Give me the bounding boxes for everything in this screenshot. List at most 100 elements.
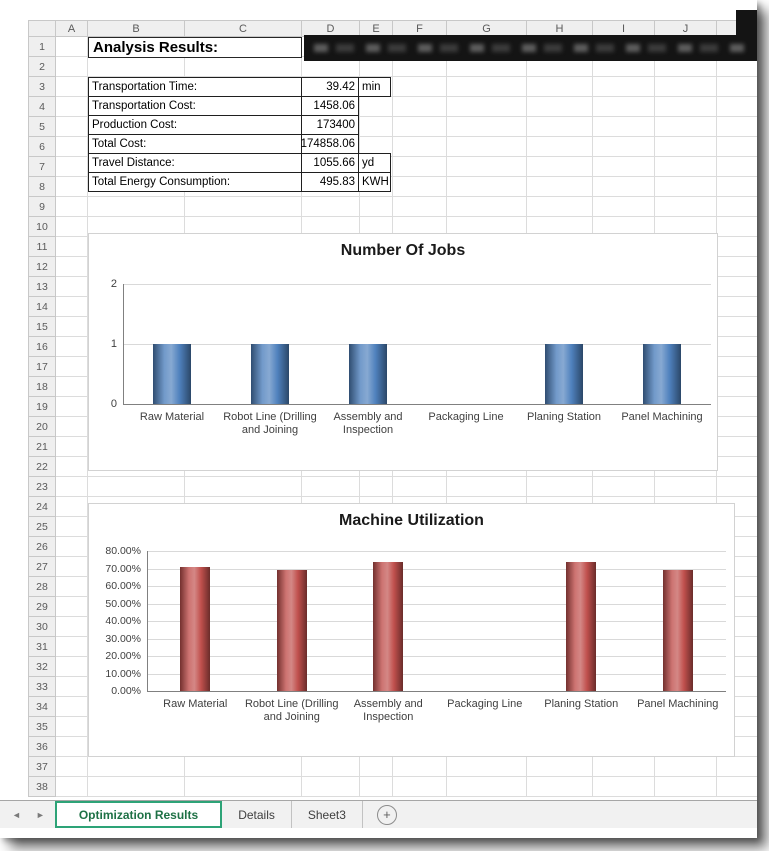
result-value-cell[interactable]: 1458.06 xyxy=(301,96,359,116)
row-header-18[interactable]: 18 xyxy=(28,377,56,397)
y-axis-tick-label: 10.00% xyxy=(105,667,141,680)
bar-planing-station xyxy=(566,561,597,691)
redacted-filepath xyxy=(304,35,757,61)
category-label: Planing Station xyxy=(527,411,601,423)
row-header-19[interactable]: 19 xyxy=(28,397,56,417)
category-label: Packaging Line xyxy=(428,411,504,423)
row-header-7[interactable]: 7 xyxy=(28,157,56,177)
row-header-32[interactable]: 32 xyxy=(28,657,56,677)
row-header-31[interactable]: 31 xyxy=(28,637,56,657)
result-unit-cell[interactable]: yd xyxy=(358,153,391,173)
column-header-C[interactable]: C xyxy=(185,20,302,37)
row-header-6[interactable]: 6 xyxy=(28,137,56,157)
result-unit-cell[interactable] xyxy=(358,134,391,154)
bar-planing-station xyxy=(545,344,583,404)
row-header-16[interactable]: 16 xyxy=(28,337,56,357)
y-axis-tick-label: 1 xyxy=(110,338,117,350)
y-gridline xyxy=(147,603,726,605)
bar-panel-machining xyxy=(662,570,693,691)
row-header-1[interactable]: 1 xyxy=(28,37,56,57)
row-header-8[interactable]: 8 xyxy=(28,177,56,197)
y-axis-tick-label: 80.00% xyxy=(105,545,141,557)
result-value-cell[interactable]: 174858.06 xyxy=(301,134,359,154)
result-label-cell[interactable]: Total Energy Consumption: xyxy=(88,172,302,192)
table-row: Total Cost: 174858.06 xyxy=(88,134,391,154)
row-header-36[interactable]: 36 xyxy=(28,737,56,757)
row-header-37[interactable]: 37 xyxy=(28,757,56,777)
tab-details[interactable]: Details xyxy=(222,801,292,828)
chart-machine-utilization[interactable]: Machine Utilization 0.00% 10.00% 20.00% 30.0… xyxy=(88,503,735,757)
y-axis-line xyxy=(123,284,124,404)
y-axis-tick-label: 0 xyxy=(110,398,117,410)
row-header-9[interactable]: 9 xyxy=(28,197,56,217)
row-header-27[interactable]: 27 xyxy=(28,557,56,577)
row-header-21[interactable]: 21 xyxy=(28,437,56,457)
result-label-cell[interactable]: Transportation Cost: xyxy=(88,96,302,116)
bar-raw-material xyxy=(180,566,211,691)
category-label: Assembly and Inspection xyxy=(333,411,403,436)
row-header-20[interactable]: 20 xyxy=(28,417,56,437)
result-unit-cell[interactable] xyxy=(358,115,391,135)
results-table: Transportation Time: 39.42 min Transport… xyxy=(88,77,391,192)
row-header-29[interactable]: 29 xyxy=(28,597,56,617)
row-header-10[interactable]: 10 xyxy=(28,217,56,237)
row-header-30[interactable]: 30 xyxy=(28,617,56,637)
row-header-26[interactable]: 26 xyxy=(28,537,56,557)
y-axis-tick-label: 0.00% xyxy=(111,685,141,697)
row-header-23[interactable]: 23 xyxy=(28,477,56,497)
tab-sheet3[interactable]: Sheet3 xyxy=(292,801,363,828)
result-label-cell[interactable]: Transportation Time: xyxy=(88,77,302,97)
result-label-cell[interactable]: Production Cost: xyxy=(88,115,302,135)
sheet-tab-bar: ◄ ► Optimization Results Details Sheet3 … xyxy=(0,800,757,828)
table-row: Production Cost: 173400 xyxy=(88,115,391,135)
row-header-38[interactable]: 38 xyxy=(28,777,56,797)
column-header-A[interactable]: A xyxy=(56,20,88,37)
new-sheet-button[interactable]: + xyxy=(376,804,397,825)
row-header-3[interactable]: 3 xyxy=(28,77,56,97)
result-value-cell[interactable]: 495.83 xyxy=(301,172,359,192)
row-header-4[interactable]: 4 xyxy=(28,97,56,117)
column-header-B[interactable]: B xyxy=(88,20,185,37)
bar-raw-material xyxy=(153,344,191,404)
result-label-cell[interactable]: Total Cost: xyxy=(88,134,302,154)
select-all-corner[interactable] xyxy=(28,20,56,37)
row-header-15[interactable]: 15 xyxy=(28,317,56,337)
result-value-cell[interactable]: 1055.66 xyxy=(301,153,359,173)
result-value-cell[interactable]: 39.42 xyxy=(301,77,359,97)
y-gridline xyxy=(147,673,726,675)
row-header-17[interactable]: 17 xyxy=(28,357,56,377)
row-header-22[interactable]: 22 xyxy=(28,457,56,477)
y-axis-tick-label: 2 xyxy=(110,278,117,290)
category-label: Raw Material xyxy=(139,411,205,423)
row-header-14[interactable]: 14 xyxy=(28,297,56,317)
row-header-2[interactable]: 2 xyxy=(28,57,56,77)
row-header-33[interactable]: 33 xyxy=(28,677,56,697)
row-header-25[interactable]: 25 xyxy=(28,517,56,537)
result-label-cell[interactable]: Travel Distance: xyxy=(88,153,302,173)
tab-scroll-right-icon[interactable]: ► xyxy=(35,809,45,820)
y-gridline xyxy=(147,586,726,587)
row-header-24[interactable]: 24 xyxy=(28,497,56,517)
bar-assembly-and-inspection xyxy=(373,561,404,691)
result-value-cell[interactable]: 173400 xyxy=(301,115,359,135)
x-axis-line xyxy=(147,691,726,692)
y-axis-tick-label: 30.00% xyxy=(105,632,141,645)
row-header-28[interactable]: 28 xyxy=(28,577,56,597)
row-header-11[interactable]: 11 xyxy=(28,237,56,257)
result-unit-cell[interactable] xyxy=(358,96,391,116)
result-unit-cell[interactable]: min xyxy=(358,77,391,97)
analysis-results-title[interactable]: Analysis Results: xyxy=(88,37,302,58)
row-header-35[interactable]: 35 xyxy=(28,717,56,737)
row-header-34[interactable]: 34 xyxy=(28,697,56,717)
tab-optimization-results[interactable]: Optimization Results xyxy=(54,801,223,828)
tab-scroll-left-icon[interactable]: ◄ xyxy=(12,809,21,820)
row-header-13[interactable]: 13 xyxy=(28,277,56,297)
row-header-12[interactable]: 12 xyxy=(28,257,56,277)
category-label: Assembly and Inspection xyxy=(353,698,423,723)
chart-number-of-jobs[interactable]: Number Of Jobs 0 1 2 Raw Material Robot Line … xyxy=(88,233,718,471)
result-unit-cell[interactable]: KWH xyxy=(358,172,391,192)
row-header-5[interactable]: 5 xyxy=(28,117,56,137)
bar-panel-machining xyxy=(643,344,681,404)
redacted-corner xyxy=(736,10,757,37)
